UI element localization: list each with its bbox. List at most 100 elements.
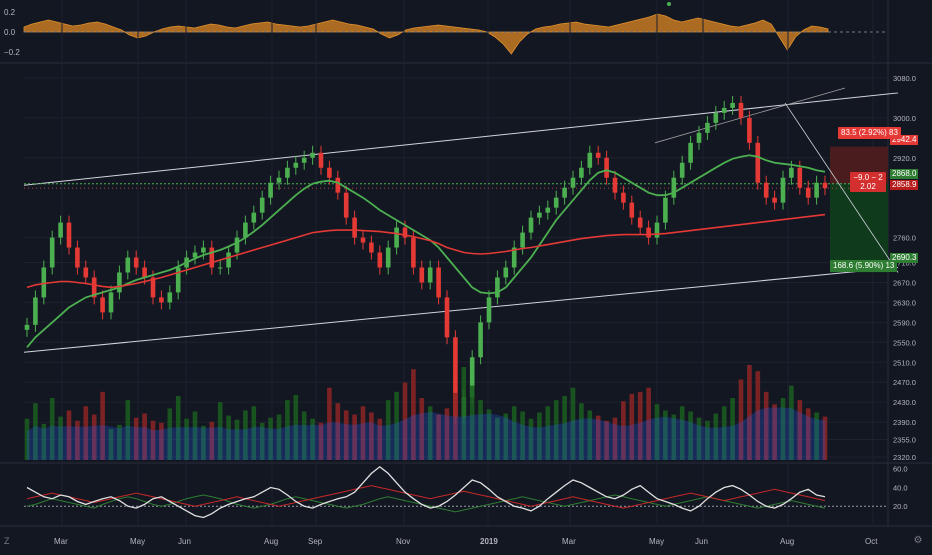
volume-bar <box>637 391 643 460</box>
time-axis-label: Sep <box>308 537 323 546</box>
candle-body <box>427 267 433 283</box>
volume-bar <box>175 395 181 460</box>
time-axis-label: Nov <box>396 537 410 546</box>
candle-body <box>797 167 803 188</box>
candle-body <box>108 292 114 313</box>
candle-body <box>612 177 618 193</box>
volume-bar <box>486 409 492 460</box>
volume-bar <box>251 406 257 460</box>
candle-body <box>511 247 517 268</box>
volume-bar <box>318 422 324 460</box>
candle-body <box>167 292 173 303</box>
oscillator-area <box>23 13 829 55</box>
volume-bar <box>58 416 63 460</box>
volume-bar <box>259 422 265 460</box>
volume-bar <box>705 420 710 460</box>
volume-bar <box>822 416 828 460</box>
candle-body <box>66 222 72 248</box>
price-axis-tick-label: 2355.0 <box>893 436 916 445</box>
volume-bar <box>100 391 105 460</box>
position-center-line2: 2.02 <box>860 182 876 191</box>
candle-body <box>226 252 231 268</box>
candle-body <box>453 337 458 418</box>
take-profit-label[interactable]: 168.6 (5.90%) 13 <box>830 260 898 272</box>
candle-body <box>385 247 391 268</box>
oscillator-tick-label: 0.2 <box>4 8 16 17</box>
indicator-tick-label: 60.0 <box>893 465 908 474</box>
candle-body <box>780 177 786 203</box>
candle-body <box>545 207 551 213</box>
timezone-globe-icon[interactable]: Z <box>4 536 10 546</box>
candle-body <box>646 227 651 238</box>
candle-body <box>587 152 593 168</box>
volume-bar <box>528 418 534 460</box>
candle-body <box>721 107 727 113</box>
oscillator-tick-label: −0.2 <box>4 48 20 57</box>
candle-body <box>83 267 89 278</box>
candle-body <box>293 162 299 168</box>
candle-body <box>772 197 777 203</box>
time-axis-label: Aug <box>264 537 278 546</box>
volume-bar <box>243 410 248 460</box>
channel-lower-line <box>23 266 899 353</box>
plus-di-line <box>26 494 826 513</box>
volume-bar <box>108 429 114 460</box>
volume-bar <box>369 412 374 460</box>
price-axis-tick-label: 2550.0 <box>893 338 916 347</box>
candle-body <box>679 162 685 178</box>
volume-bar <box>797 400 803 460</box>
candle-body <box>352 217 357 238</box>
volume-bar <box>780 398 786 460</box>
candle-body <box>369 242 374 253</box>
candle-body <box>570 177 576 188</box>
stop-loss-label[interactable]: 83.5 (2.92%) 83 <box>838 127 901 139</box>
volume-bar <box>117 424 122 460</box>
candle-body <box>301 157 307 163</box>
position-center-label[interactable]: −9.0 − 2 2.02 <box>850 172 886 192</box>
candle-body <box>209 247 215 268</box>
volume-bar <box>343 410 349 460</box>
volume-bar <box>663 410 668 460</box>
volume-bar <box>276 414 282 460</box>
candle-body <box>520 232 525 248</box>
candle-body <box>360 237 366 243</box>
candle-body <box>755 142 761 183</box>
candle-body <box>654 222 660 238</box>
candle-body <box>285 167 290 178</box>
target-price-tag: 2690.3 <box>890 253 919 263</box>
candle-body <box>49 237 55 268</box>
volume-bar <box>604 420 609 460</box>
moving-average-fast <box>26 154 826 348</box>
candle-body <box>24 324 30 330</box>
candle-body <box>629 202 635 218</box>
volume-bar <box>495 417 500 460</box>
candle-body <box>175 267 181 293</box>
position-center-line1: −9.0 − 2 <box>853 173 883 182</box>
minus-di-line <box>26 485 826 509</box>
candle-body <box>822 182 828 189</box>
volume-bar <box>377 418 383 460</box>
candle-body <box>814 182 819 198</box>
gear-icon[interactable]: ⚙ <box>913 535 923 546</box>
candle-body <box>318 152 324 168</box>
price-axis-tick-label: 2430.0 <box>893 398 916 407</box>
volume-bar <box>713 413 719 460</box>
candle-body <box>537 212 542 218</box>
time-axis-label: Oct <box>865 537 878 546</box>
volume-bar <box>310 418 315 460</box>
oscillator-tick-label: 0.0 <box>4 28 16 37</box>
volume-bar <box>696 417 702 460</box>
volume-bar <box>444 408 450 460</box>
time-axis-label: 2019 <box>480 537 498 546</box>
price-axis-tick-label: 3080.0 <box>893 74 916 83</box>
candle-body <box>469 357 475 398</box>
candle-body <box>192 252 198 258</box>
candle-body <box>100 297 105 313</box>
time-axis-label: Mar <box>54 537 68 546</box>
channel-upper-line <box>23 92 899 186</box>
candle-body <box>91 277 97 298</box>
candle-body <box>33 297 38 325</box>
volume-bar <box>747 365 752 460</box>
